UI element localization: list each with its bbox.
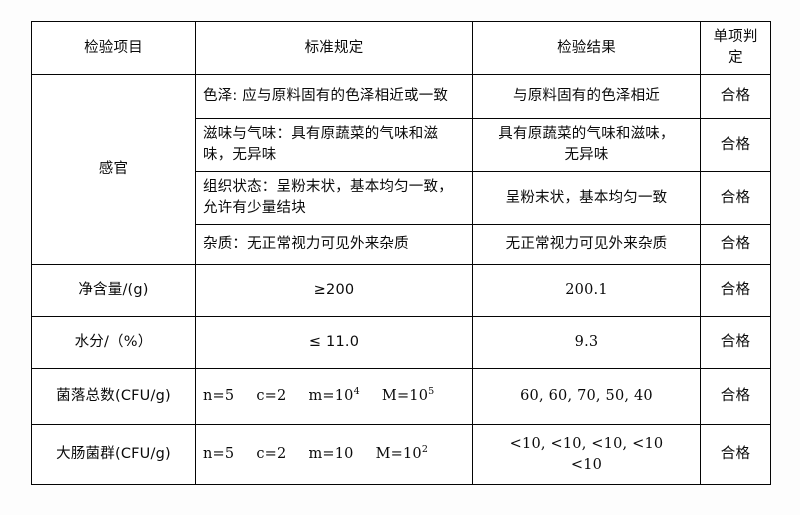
inspection-report-table-wrapper: 检验项目 标准规定 检验结果 单项判定 感官 色泽: 应与原料固有的色泽相近或一…: [31, 20, 771, 486]
coliform-m-base: m=10: [308, 446, 354, 463]
row-result-color: 与原料固有的色泽相近: [472, 74, 701, 120]
row-result-moisture: 9.3: [472, 316, 701, 370]
row-standard-impurity: 杂质：无正常视力可见外来杂质: [195, 224, 473, 266]
row-judgement-texture: 合格: [700, 171, 771, 226]
row-result-taste-odor-line1: 具有原蔬菜的气味和滋味，: [498, 126, 675, 143]
row-standard-coliform: n=5 c=2 m=10 M=102: [195, 424, 473, 486]
tpc-M-value: M=105: [382, 386, 435, 407]
table-row: 水分/（%） ≤ 11.0 9.3 合格: [31, 316, 771, 370]
row-result-coliform-line1: <10, <10, <10, <10: [509, 435, 664, 452]
row-judgement-taste-odor: 合格: [700, 118, 771, 173]
row-item-net-content: 净含量/(g): [31, 264, 196, 318]
row-standard-net-content: ≥200: [195, 264, 473, 318]
tpc-m-exponent: 4: [353, 386, 360, 398]
row-item-sensory-merged: 感官: [31, 74, 196, 266]
table-row: 菌落总数(CFU/g) n=5 c=2 m=104 M=105 60, 60, 70,…: [31, 368, 771, 426]
tpc-n-value: n=5: [203, 388, 235, 405]
coliform-M-base: M=10: [375, 446, 422, 463]
row-item-coliform: 大肠菌群(CFU/g): [31, 424, 196, 486]
table-row: 杂质：无正常视力可见外来杂质 无正常视力可见外来杂质 合格: [32, 224, 771, 266]
row-item-total-plate-count: 菌落总数(CFU/g): [31, 368, 196, 426]
row-judgement-moisture: 合格: [700, 316, 771, 370]
row-result-taste-odor: 具有原蔬菜的气味和滋味， 无异味: [472, 118, 701, 173]
table-row: 组织状态：呈粉末状，基本均匀一致，允许有少量结块 呈粉末状，基本均匀一致 合格: [32, 171, 771, 226]
coliform-m-value: m=10: [308, 444, 353, 465]
coliform-M-value: M=102: [376, 444, 429, 465]
header-cell-standard: 标准规定: [195, 20, 473, 76]
table-header: 检验项目 标准规定 检验结果 单项判定: [31, 20, 771, 76]
row-standard-taste-odor: 滋味与气味：具有原蔬菜的气味和滋味，无异味: [195, 118, 473, 173]
tpc-M-exponent: 5: [428, 386, 435, 398]
row-standard-total-plate-count: n=5 c=2 m=104 M=105: [195, 368, 473, 426]
row-standard-color: 色泽: 应与原料固有的色泽相近或一致: [195, 74, 473, 120]
row-judgement-coliform: 合格: [700, 424, 771, 486]
table-row: 滋味与气味：具有原蔬菜的气味和滋味，无异味 具有原蔬菜的气味和滋味， 无异味 合…: [32, 118, 771, 173]
header-cell-item: 检验项目: [31, 20, 196, 76]
row-result-total-plate-count: 60, 60, 70, 50, 40: [472, 368, 701, 426]
row-result-coliform-line2: <10: [570, 456, 603, 473]
coliform-M-exponent: 2: [421, 444, 429, 456]
coliform-n-value: n=5: [203, 446, 235, 463]
tpc-M-base: M=10: [381, 388, 429, 405]
row-result-impurity: 无正常视力可见外来杂质: [472, 224, 701, 266]
table-row: 净含量/(g) ≥200 200.1 合格: [31, 264, 771, 318]
row-item-moisture: 水分/（%）: [31, 316, 196, 370]
row-judgement-net-content: 合格: [700, 264, 771, 318]
inspection-report-table: 检验项目 标准规定 检验结果 单项判定 感官 色泽: 应与原料固有的色泽相近或一…: [31, 20, 771, 486]
tpc-c-value: c=2: [256, 388, 287, 405]
row-standard-texture: 组织状态：呈粉末状，基本均匀一致，允许有少量结块: [195, 171, 473, 226]
header-cell-result: 检验结果: [472, 20, 701, 76]
coliform-c-value: c=2: [256, 446, 287, 463]
row-result-coliform: <10, <10, <10, <10 <10: [472, 424, 701, 486]
table-row: 感官 色泽: 应与原料固有的色泽相近或一致 与原料固有的色泽相近 合格: [31, 74, 771, 266]
row-judgement-total-plate-count: 合格: [700, 368, 771, 426]
table-row: 大肠菌群(CFU/g) n=5 c=2 m=10 M=102 <10, <10, <1…: [31, 424, 771, 486]
table-header-row: 检验项目 标准规定 检验结果 单项判定: [31, 20, 771, 76]
table-body: 感官 色泽: 应与原料固有的色泽相近或一致 与原料固有的色泽相近 合格 滋味与气…: [31, 74, 771, 486]
row-result-texture: 呈粉末状，基本均匀一致: [472, 171, 701, 226]
row-result-net-content: 200.1: [472, 264, 701, 318]
row-judgement-impurity: 合格: [700, 224, 771, 266]
tpc-m-value: m=104: [308, 386, 359, 407]
tpc-m-base: m=10: [308, 388, 354, 405]
row-standard-moisture: ≤ 11.0: [195, 316, 473, 370]
row-judgement-color: 合格: [700, 74, 771, 120]
row-result-taste-odor-line2: 无异味: [564, 147, 609, 164]
header-cell-judgement: 单项判定: [700, 20, 771, 76]
